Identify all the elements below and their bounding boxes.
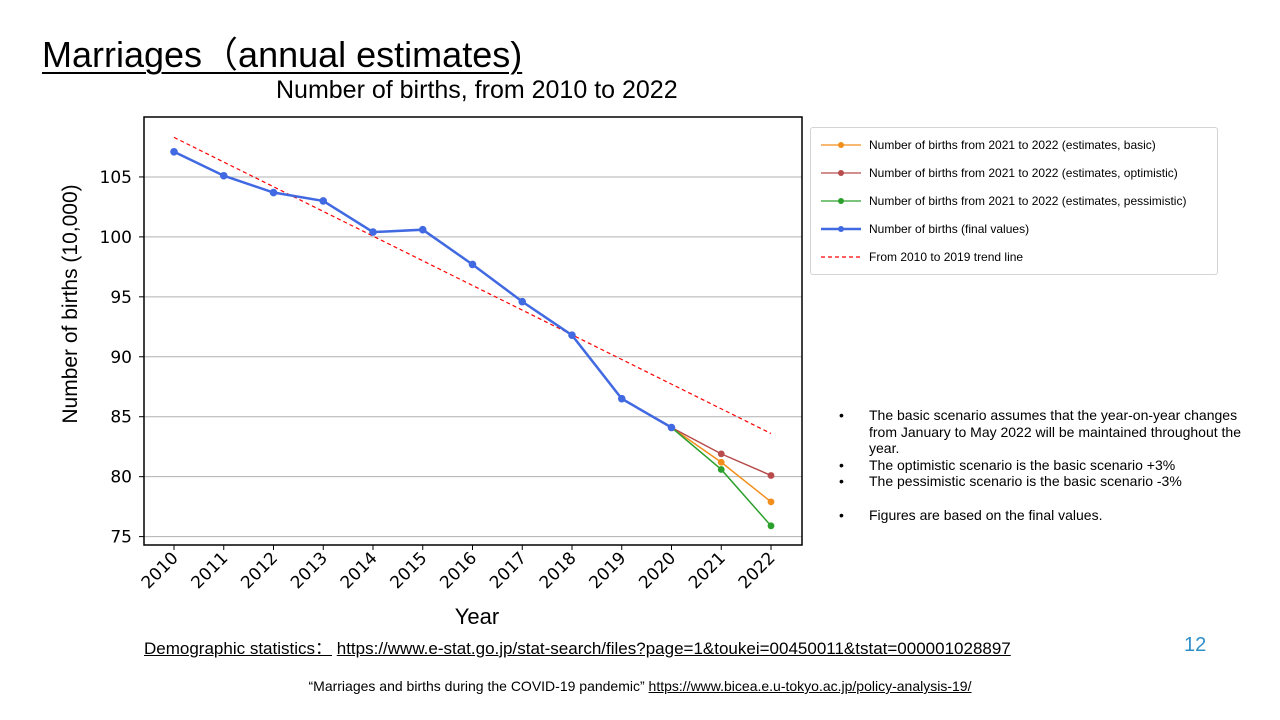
page-number: 12 (1184, 634, 1207, 656)
y-tick-label-85: 85 (110, 408, 132, 428)
y-tick-label-90: 90 (110, 348, 132, 368)
x-tick-label-2013: 2013 (287, 548, 332, 593)
notes-list: The basic scenario assumes that the year… (838, 407, 1258, 523)
point-number-of-births-from-2021-to-2022-estimates-basic-2022 (767, 498, 775, 506)
series-line-number-of-births-final-values (173, 150, 673, 429)
x-tick-label-2017: 2017 (486, 548, 531, 593)
legend-swatch-optimistic (821, 170, 861, 176)
x-tick-label-2019: 2019 (586, 548, 631, 593)
note-final-values: Figures are based on the final values. (838, 507, 1258, 524)
legend-item-final: Number of births (final values) (819, 219, 1029, 239)
legend-item-trend: From 2010 to 2019 trend line (819, 247, 1023, 267)
chart-legend: Number of births from 2021 to 2022 (esti… (810, 127, 1218, 275)
legend-label-pessimistic: Number of births from 2021 to 2022 (esti… (869, 194, 1187, 208)
legend-label-final: Number of births (final values) (869, 222, 1030, 236)
point-number-of-births-final-values-2018 (568, 331, 576, 339)
legend-label-trend: From 2010 to 2019 trend line (869, 250, 1024, 264)
point-number-of-births-final-values-2012 (269, 188, 278, 197)
point-number-of-births-final-values-2020 (667, 423, 676, 432)
point-number-of-births-from-2021-to-2022-estimates-optimistic-2022 (767, 472, 775, 479)
legend-swatch-pessimistic (821, 198, 861, 204)
x-tick-label-2016: 2016 (436, 548, 481, 593)
chart-title: Number of births, from 2010 to 2022 (276, 76, 678, 104)
point-number-of-births-final-values-2014 (369, 228, 377, 236)
point-number-of-births-from-2021-to-2022-estimates-pessimistic-2021 (717, 466, 725, 473)
y-tick-label-75: 75 (110, 528, 132, 548)
x-tick-label-2014: 2014 (337, 548, 382, 593)
y-axis-label: Number of births (10,000) (59, 184, 82, 424)
footnote: “Marriages and births during the COVID-1… (0, 678, 1280, 694)
legend-swatch-trend (821, 256, 861, 258)
x-axis-label: Year (454, 604, 500, 629)
point-number-of-births-final-values-2013 (319, 197, 328, 205)
legend-swatch-basic (821, 142, 861, 148)
source-link[interactable]: https://www.e-stat.go.jp/stat-search/fil… (336, 639, 1011, 658)
x-tick-label-2015: 2015 (387, 548, 432, 593)
point-number-of-births-from-2021-to-2022-estimates-optimistic-2021 (717, 450, 725, 458)
legend-label-optimistic: Number of births from 2021 to 2022 (esti… (869, 166, 1178, 180)
point-number-of-births-final-values-2010 (170, 147, 178, 156)
y-tick-label-100: 100 (100, 228, 132, 248)
legend-item-basic: Number of births from 2021 to 2022 (esti… (819, 135, 1156, 155)
legend-label-basic: Number of births from 2021 to 2022 (esti… (869, 138, 1156, 152)
x-tick-label-2011: 2011 (188, 548, 233, 593)
legend-swatch-final (821, 226, 861, 232)
x-tick-label-2022: 2022 (735, 548, 780, 593)
legend-item-optimistic: Number of births from 2021 to 2022 (esti… (819, 163, 1178, 183)
point-number-of-births-final-values-2015 (418, 225, 427, 234)
footnote-link[interactable]: https://www.bicea.e.u-tokyo.ac.jp/policy… (648, 678, 972, 694)
x-tick-label-2020: 2020 (635, 548, 680, 593)
point-number-of-births-final-values-2019 (617, 394, 626, 403)
point-number-of-births-from-2021-to-2022-estimates-pessimistic-2022 (767, 522, 775, 530)
y-tick-label-80: 80 (110, 468, 132, 488)
point-number-of-births-from-2021-to-2022-estimates-basic-2021 (717, 458, 725, 466)
x-tick-label-2010: 2010 (138, 548, 183, 593)
point-number-of-births-final-values-2011 (219, 171, 228, 180)
series-line-from-2010-to-2019-trend-line (173, 136, 772, 435)
y-tick-label-105: 105 (100, 168, 132, 188)
point-number-of-births-final-values-2016 (468, 260, 477, 269)
slide-title: Marriages（annual estimates) (42, 34, 523, 75)
y-tick-label-95: 95 (110, 288, 132, 308)
legend-item-pessimistic: Number of births from 2021 to 2022 (esti… (819, 191, 1186, 211)
x-tick-label-2021: 2021 (685, 548, 730, 593)
note-pessimistic-scenario: The pessimistic scenario is the basic sc… (838, 473, 1258, 490)
source-citation: Demographic statistics： https://www.e-st… (144, 634, 1011, 659)
x-tick-label-2012: 2012 (237, 548, 282, 593)
point-number-of-births-final-values-2017 (518, 297, 527, 306)
x-tick-label-2018: 2018 (536, 548, 581, 593)
plot-frame (143, 116, 803, 546)
source-prefix: Demographic statistics： (144, 639, 333, 658)
note-optimistic-scenario: The optimistic scenario is the basic sce… (838, 457, 1258, 474)
note-basic-scenario: The basic scenario assumes that the year… (838, 407, 1258, 457)
footnote-text: “Marriages and births during the COVID-1… (308, 678, 645, 694)
